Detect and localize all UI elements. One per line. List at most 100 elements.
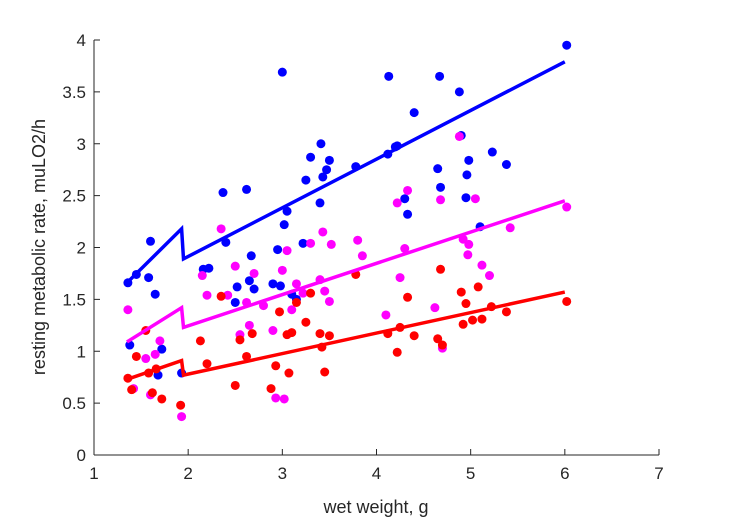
data-point (436, 182, 446, 192)
data-point (477, 260, 487, 270)
series-1-points (123, 131, 572, 422)
data-point (275, 307, 285, 317)
data-point (195, 336, 205, 346)
data-point (436, 195, 446, 205)
data-point (123, 305, 133, 315)
fit-line-1 (126, 199, 566, 344)
data-point (287, 305, 297, 315)
fit-line-2 (126, 290, 566, 381)
data-point (287, 328, 297, 338)
data-point (409, 331, 419, 341)
data-point (468, 315, 478, 325)
data-point (125, 340, 135, 350)
y-tick-label: 3.5 (62, 83, 86, 102)
data-point (435, 71, 445, 81)
data-point (320, 286, 330, 296)
data-point (244, 276, 254, 286)
fit-line-0 (125, 60, 566, 285)
data-point (403, 292, 413, 302)
data-point (318, 172, 328, 182)
axis-ticks: 1 2 3 4 5 6 7 0 0.5 1 1.5 2 2.5 3 3.5 4 (62, 31, 663, 483)
data-point (282, 206, 292, 216)
data-point (392, 347, 402, 357)
data-point (242, 184, 252, 194)
data-point (562, 202, 572, 212)
data-point (216, 224, 226, 234)
data-point (246, 251, 256, 261)
data-point (301, 175, 311, 185)
data-point (458, 319, 468, 329)
data-point (176, 400, 186, 410)
y-tick-label: 1 (77, 342, 86, 361)
data-point (223, 290, 233, 300)
data-point (485, 271, 494, 281)
data-point (177, 412, 187, 422)
data-point (463, 250, 473, 260)
data-point (277, 265, 287, 275)
data-point (392, 198, 402, 208)
data-point (505, 223, 515, 233)
data-point (433, 334, 443, 344)
data-point (430, 303, 440, 313)
data-point (501, 307, 511, 317)
data-point (400, 244, 410, 254)
data-point (127, 385, 137, 395)
y-axis-label: resting metabolic rate, muLO2/h (29, 119, 49, 375)
data-point (384, 71, 394, 81)
data-point (456, 287, 466, 297)
y-tick-label: 2 (77, 239, 86, 258)
x-tick-label: 3 (278, 464, 287, 483)
data-point (282, 246, 292, 256)
data-point (202, 290, 212, 300)
data-point (324, 155, 334, 165)
data-point (197, 271, 207, 281)
y-tick-label: 1.5 (62, 290, 86, 309)
data-point (291, 297, 301, 307)
data-point (436, 264, 446, 274)
y-tick-label: 0.5 (62, 394, 86, 413)
data-point (306, 238, 316, 248)
data-point (501, 160, 511, 169)
data-point (230, 261, 240, 271)
data-point (403, 209, 413, 219)
data-point (562, 40, 572, 50)
data-point (244, 320, 254, 330)
data-point (249, 268, 259, 278)
data-point (141, 354, 151, 364)
data-point (216, 291, 226, 301)
data-point (271, 393, 281, 403)
data-point (284, 368, 294, 378)
x-tick-label: 2 (183, 464, 192, 483)
data-point (155, 336, 165, 346)
data-point (147, 388, 157, 398)
data-point (242, 351, 252, 361)
data-point (461, 299, 471, 309)
data-point (322, 165, 332, 175)
data-point (357, 251, 367, 261)
x-tick-label: 7 (654, 464, 663, 483)
data-point (454, 87, 464, 97)
data-point (433, 164, 443, 174)
data-point (487, 147, 497, 157)
data-point (306, 288, 316, 298)
data-point (470, 194, 480, 204)
data-point (324, 331, 334, 341)
data-point (268, 326, 278, 335)
data-point (273, 245, 283, 255)
data-point (306, 152, 316, 162)
data-point (409, 108, 419, 118)
data-point (157, 344, 167, 354)
x-tick-label: 1 (89, 464, 98, 483)
data-point (454, 131, 464, 141)
data-point (298, 238, 308, 248)
data-point (403, 185, 413, 195)
x-tick-label: 6 (560, 464, 569, 483)
y-tick-label: 3 (77, 135, 86, 154)
series-2-points (123, 264, 572, 410)
data-point (464, 239, 474, 249)
x-axis-label: wet weight, g (322, 497, 428, 517)
data-point (353, 235, 363, 245)
x-tick-label: 4 (372, 464, 381, 483)
data-point (464, 155, 474, 165)
